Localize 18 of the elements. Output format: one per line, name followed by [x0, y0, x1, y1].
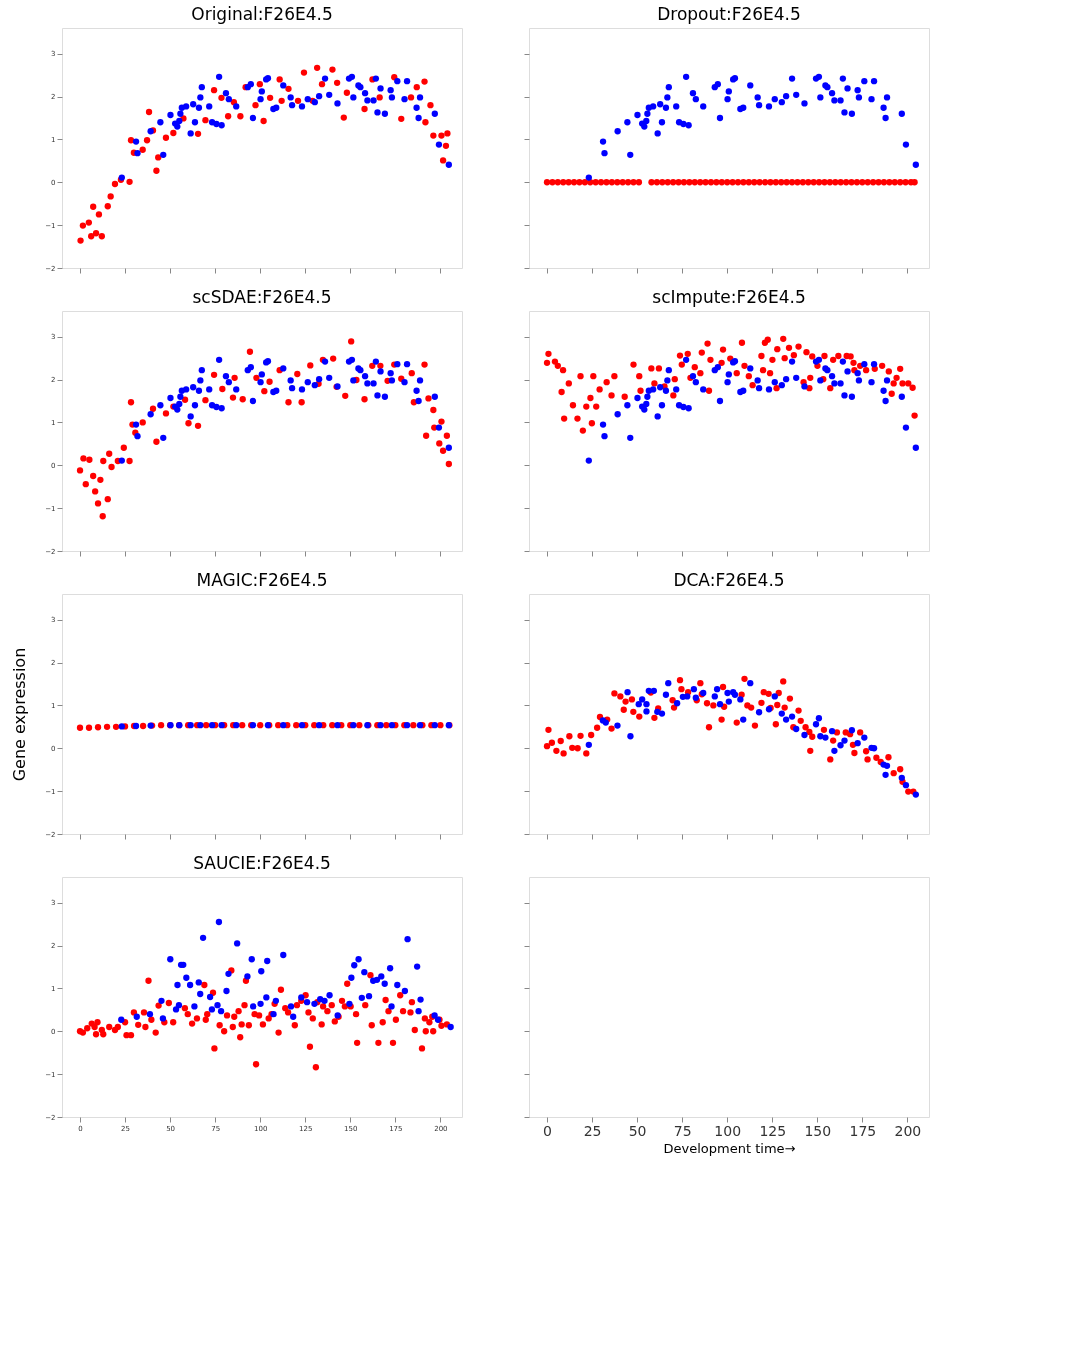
chart-title: scSDAE:F26E4.5	[192, 287, 332, 307]
x-axis-title: Development time→	[663, 1140, 796, 1156]
chart-title: DCA:F26E4.5	[673, 570, 785, 590]
chart-title: MAGIC:F26E4.5	[196, 570, 328, 590]
x-tick-label: 150	[804, 1122, 832, 1139]
x-tick-label: 25	[583, 1122, 602, 1139]
x-tick-label: 0	[543, 1122, 552, 1139]
x-tick-label: 100	[714, 1122, 742, 1139]
chart-title: SAUCIE:F26E4.5	[193, 853, 331, 873]
y-axis-title: Gene expression	[9, 647, 29, 782]
x-tick-label: 175	[849, 1122, 877, 1139]
x-tick-label: 125	[759, 1122, 787, 1139]
x-tick-label: 50	[628, 1122, 647, 1139]
chart-title: Dropout:F26E4.5	[657, 4, 801, 24]
x-tick-label: 200	[894, 1122, 922, 1139]
x-tick-label: 75	[673, 1122, 692, 1139]
chart-title: scImpute:F26E4.5	[652, 287, 806, 307]
chart-title: Original:F26E4.5	[191, 4, 333, 24]
